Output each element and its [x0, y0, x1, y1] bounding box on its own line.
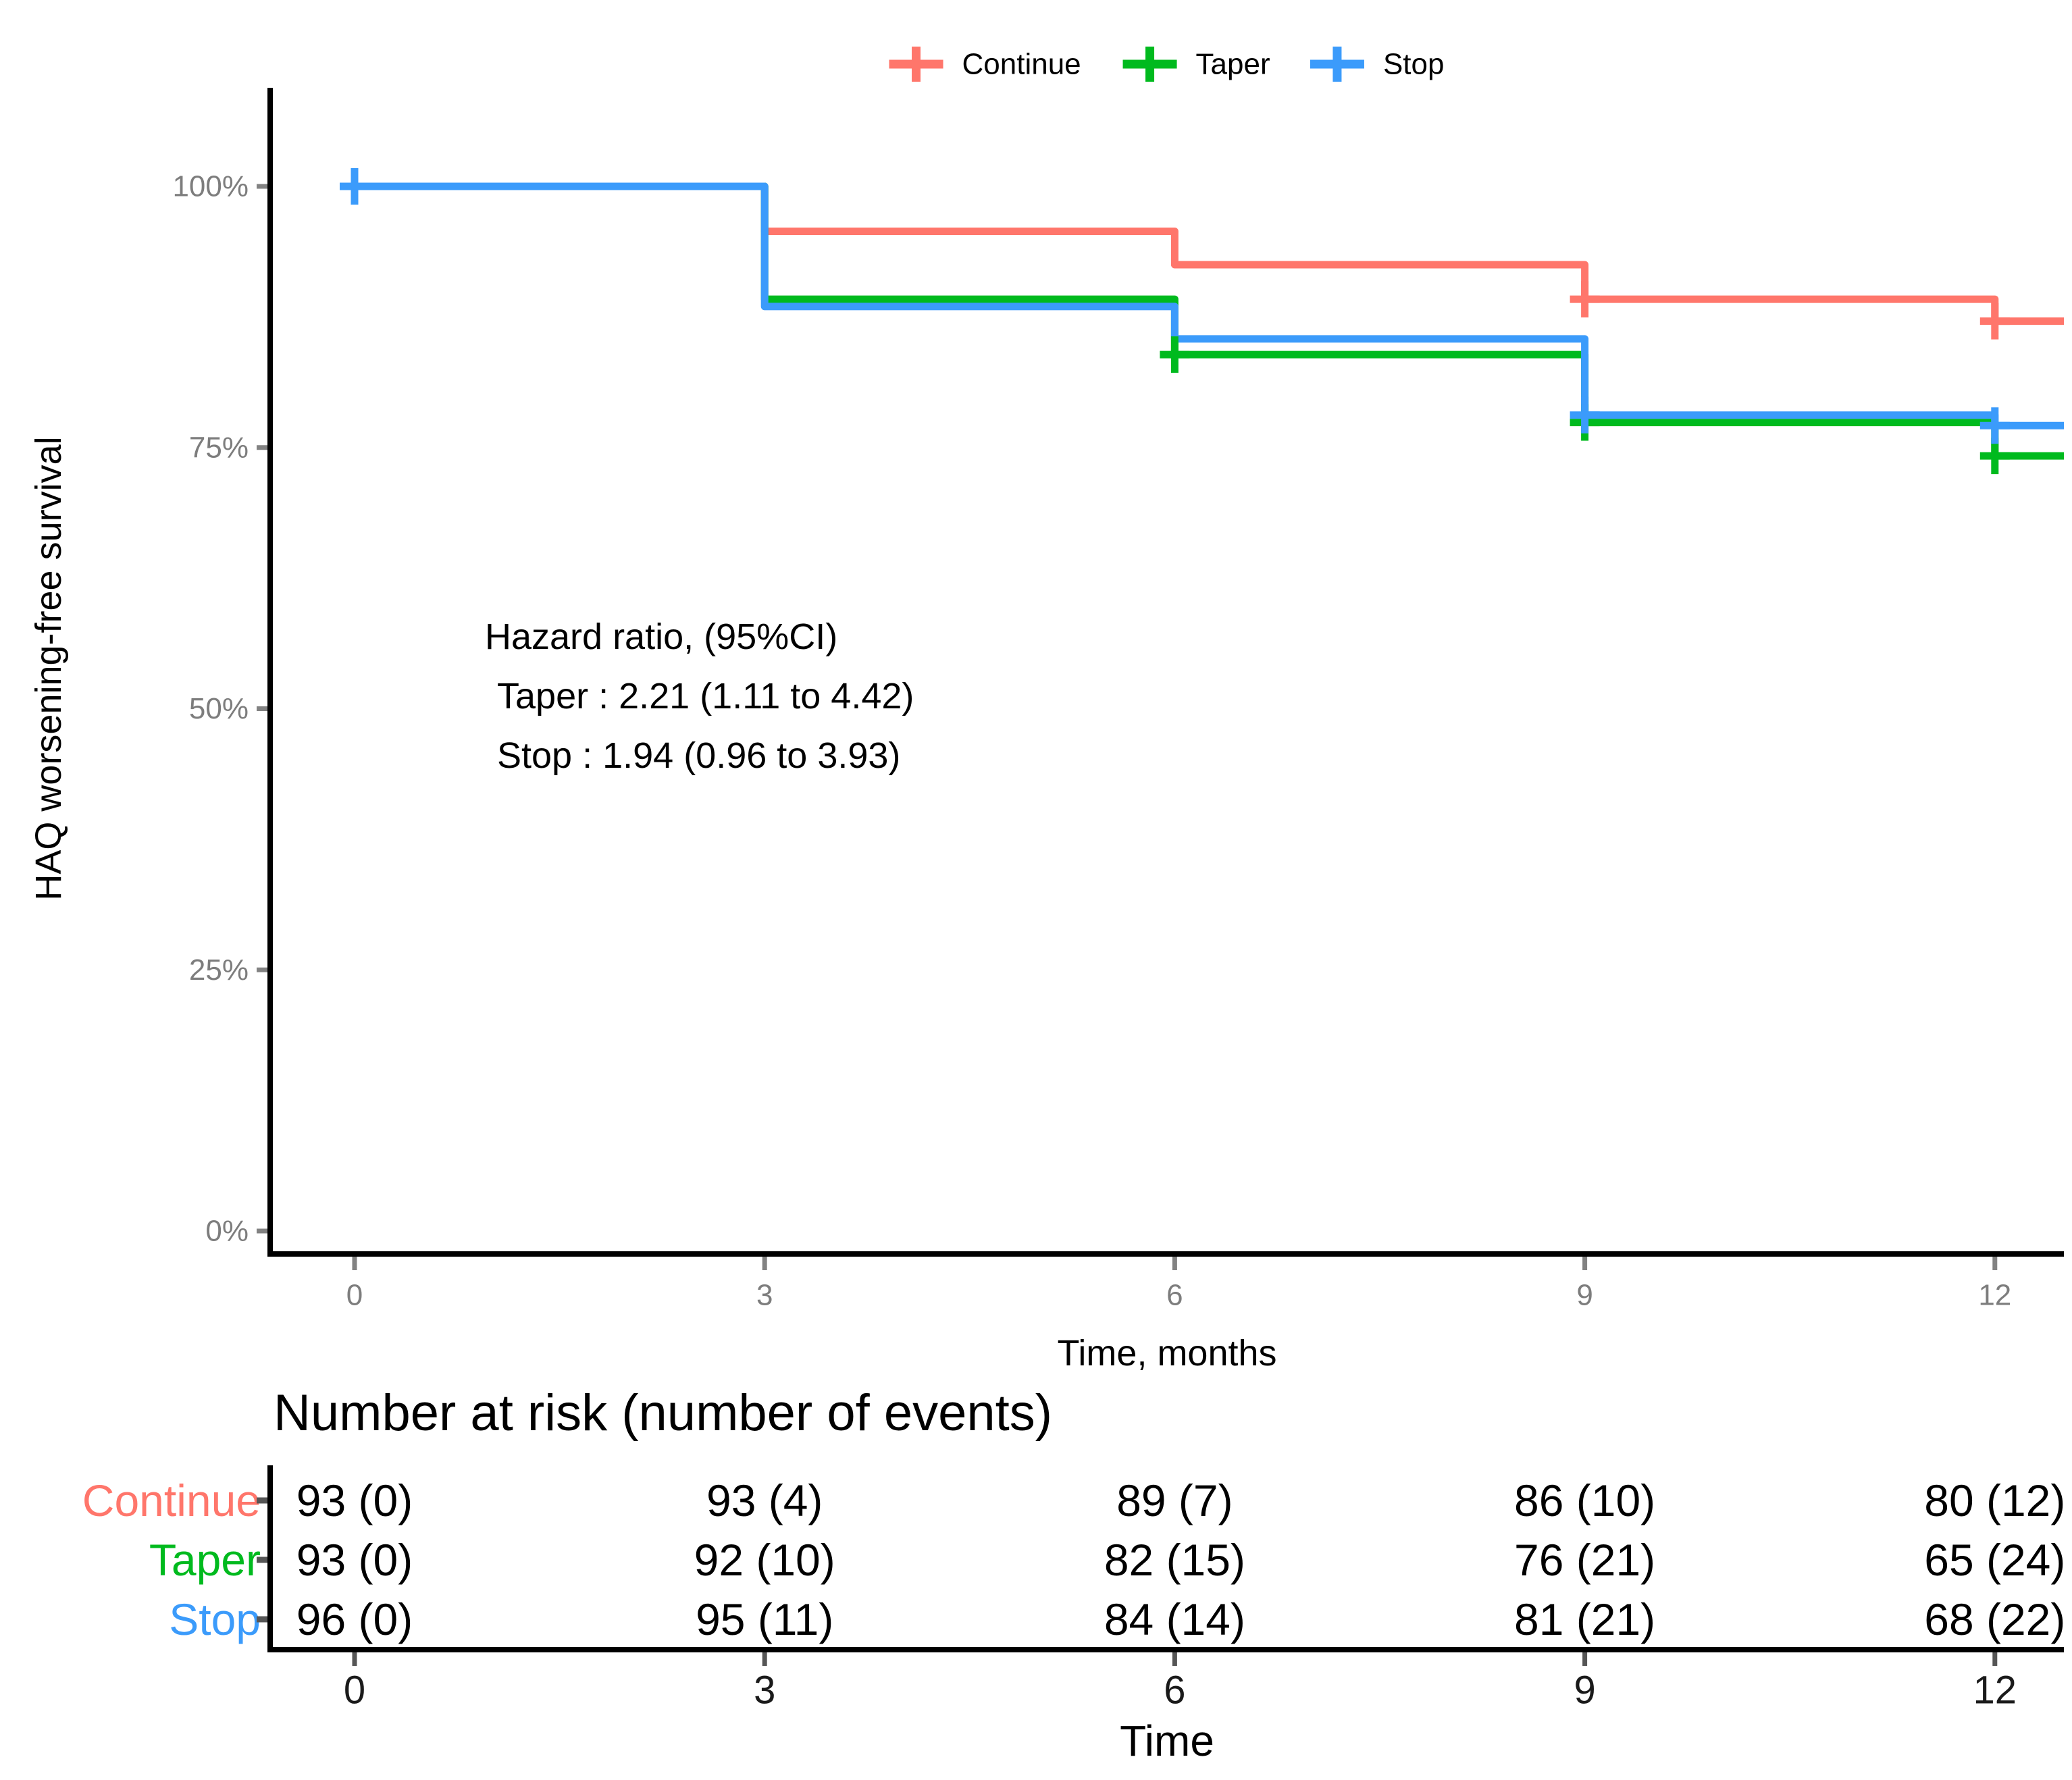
annotation-line-0: Hazard ratio, (95%CI) [485, 617, 837, 657]
risk-cell-taper-9: 76 (21) [1514, 1535, 1655, 1585]
x-tick-label: 0 [346, 1279, 363, 1312]
risk-cell-continue-9: 86 (10) [1514, 1475, 1655, 1525]
risk-cell-stop-12: 68 (22) [1924, 1594, 2065, 1644]
x-tick-label: 3 [756, 1279, 773, 1312]
y-tick-label: 50% [189, 692, 249, 725]
x-tick-label: 12 [1978, 1279, 2011, 1312]
risk-row-label-continue: Continue [82, 1475, 261, 1525]
legend-label-taper: Taper [1196, 48, 1270, 81]
risk-cell-continue-3: 93 (4) [706, 1475, 823, 1525]
series-line-continue [355, 182, 2064, 325]
y-tick-label: 100% [172, 170, 249, 203]
series-line-stop [355, 182, 2064, 429]
x-tick-label: 9 [1576, 1279, 1592, 1312]
risk-x-tick-label: 9 [1574, 1669, 1595, 1712]
risk-cell-taper-3: 92 (10) [694, 1535, 835, 1585]
x-tick-label: 6 [1166, 1279, 1183, 1312]
y-tick-label: 0% [205, 1215, 249, 1248]
y-axis-title: HAQ worsening-free survival [28, 436, 69, 900]
risk-cell-continue-0: 93 (0) [296, 1475, 413, 1525]
risk-cell-taper-6: 82 (15) [1104, 1535, 1245, 1585]
annotation-line-1: Taper : 2.21 (1.11 to 4.42) [497, 676, 914, 716]
x-axis-title: Time, months [1057, 1333, 1276, 1373]
risk-x-tick-label: 0 [344, 1669, 365, 1712]
risk-cell-continue-6: 89 (7) [1116, 1475, 1233, 1525]
annotation-line-2: Stop : 1.94 (0.96 to 3.93) [497, 735, 900, 776]
risk-cell-stop-9: 81 (21) [1514, 1594, 1655, 1644]
risk-cell-stop-6: 84 (14) [1104, 1594, 1245, 1644]
risk-cell-stop-0: 96 (0) [296, 1594, 413, 1644]
risk-cell-continue-12: 80 (12) [1924, 1475, 2065, 1525]
risk-cell-taper-12: 65 (24) [1924, 1535, 2065, 1585]
risk-row-label-stop: Stop [169, 1594, 261, 1644]
risk-x-tick-label: 6 [1164, 1669, 1185, 1712]
risk-cell-stop-3: 95 (11) [696, 1594, 833, 1644]
risk-table-title: Number at risk (number of events) [274, 1384, 1052, 1442]
risk-x-tick-label: 12 [1973, 1669, 2017, 1712]
legend-label-stop: Stop [1383, 48, 1445, 81]
y-tick-label: 75% [189, 431, 249, 464]
legend-label-continue: Continue [962, 48, 1081, 81]
risk-cell-taper-0: 93 (0) [296, 1535, 413, 1585]
risk-x-tick-label: 3 [754, 1669, 775, 1712]
risk-row-label-taper: Taper [149, 1535, 261, 1585]
risk-axis-title: Time [1120, 1717, 1214, 1765]
y-tick-label: 25% [189, 953, 249, 987]
